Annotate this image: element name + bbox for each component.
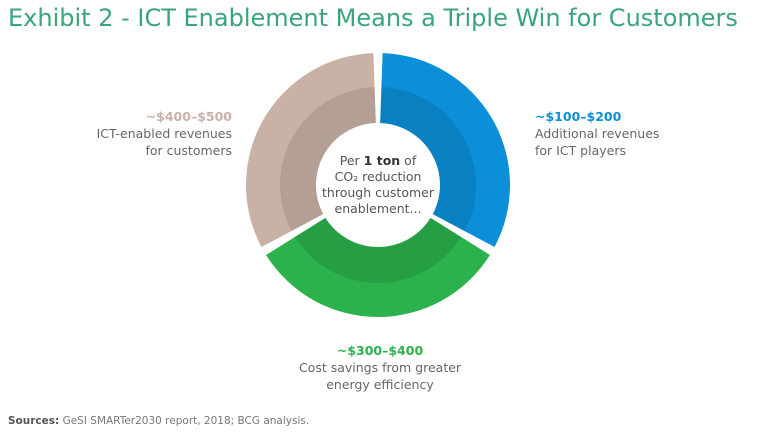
slice-ict-players — [380, 53, 510, 247]
label-customers: ~$400–$500 ICT-enabled revenues for cust… — [60, 108, 232, 159]
center-bold: 1 ton — [363, 153, 401, 168]
donut-center-text: Per 1 ton of CO₂ reduction through custo… — [313, 153, 443, 217]
center-suffix: of — [404, 153, 417, 168]
label-ict-players-line1: Additional revenues — [535, 126, 660, 141]
sources-label: Sources: — [8, 415, 60, 427]
label-cost-savings-line2: energy efficiency — [326, 377, 434, 392]
slice-cost-savings — [266, 217, 490, 318]
label-customers-value: ~$400–$500 — [145, 109, 232, 124]
label-cost-savings-line1: Cost savings from greater — [298, 360, 462, 375]
label-customers-line1: ICT-enabled revenues — [96, 126, 232, 141]
center-line4: enablement... — [334, 201, 422, 216]
sources-note: Sources: GeSI SMARTer2030 report, 2018; … — [8, 415, 309, 427]
center-line3: through customer — [322, 185, 434, 200]
label-cost-savings: ~$300–$400 Cost savings from greater ene… — [284, 342, 476, 393]
label-ict-players-line2: for ICT players — [535, 143, 626, 158]
slice-customers-inner-band — [280, 87, 376, 232]
label-customers-line2: for customers — [145, 143, 232, 158]
label-ict-players: ~$100–$200 Additional revenues for ICT p… — [535, 108, 735, 159]
page-title: Exhibit 2 - ICT Enablement Means a Tripl… — [8, 4, 738, 32]
slice-ict-players-inner-band — [380, 87, 476, 232]
center-prefix: Per — [339, 153, 360, 168]
slice-cost-savings-inner-band — [294, 217, 462, 283]
center-line2: CO₂ reduction — [334, 169, 422, 184]
sources-text: GeSI SMARTer2030 report, 2018; BCG analy… — [62, 415, 310, 427]
label-ict-players-value: ~$100–$200 — [535, 109, 622, 124]
label-cost-savings-value: ~$300–$400 — [336, 343, 424, 358]
slice-customers — [246, 53, 376, 247]
